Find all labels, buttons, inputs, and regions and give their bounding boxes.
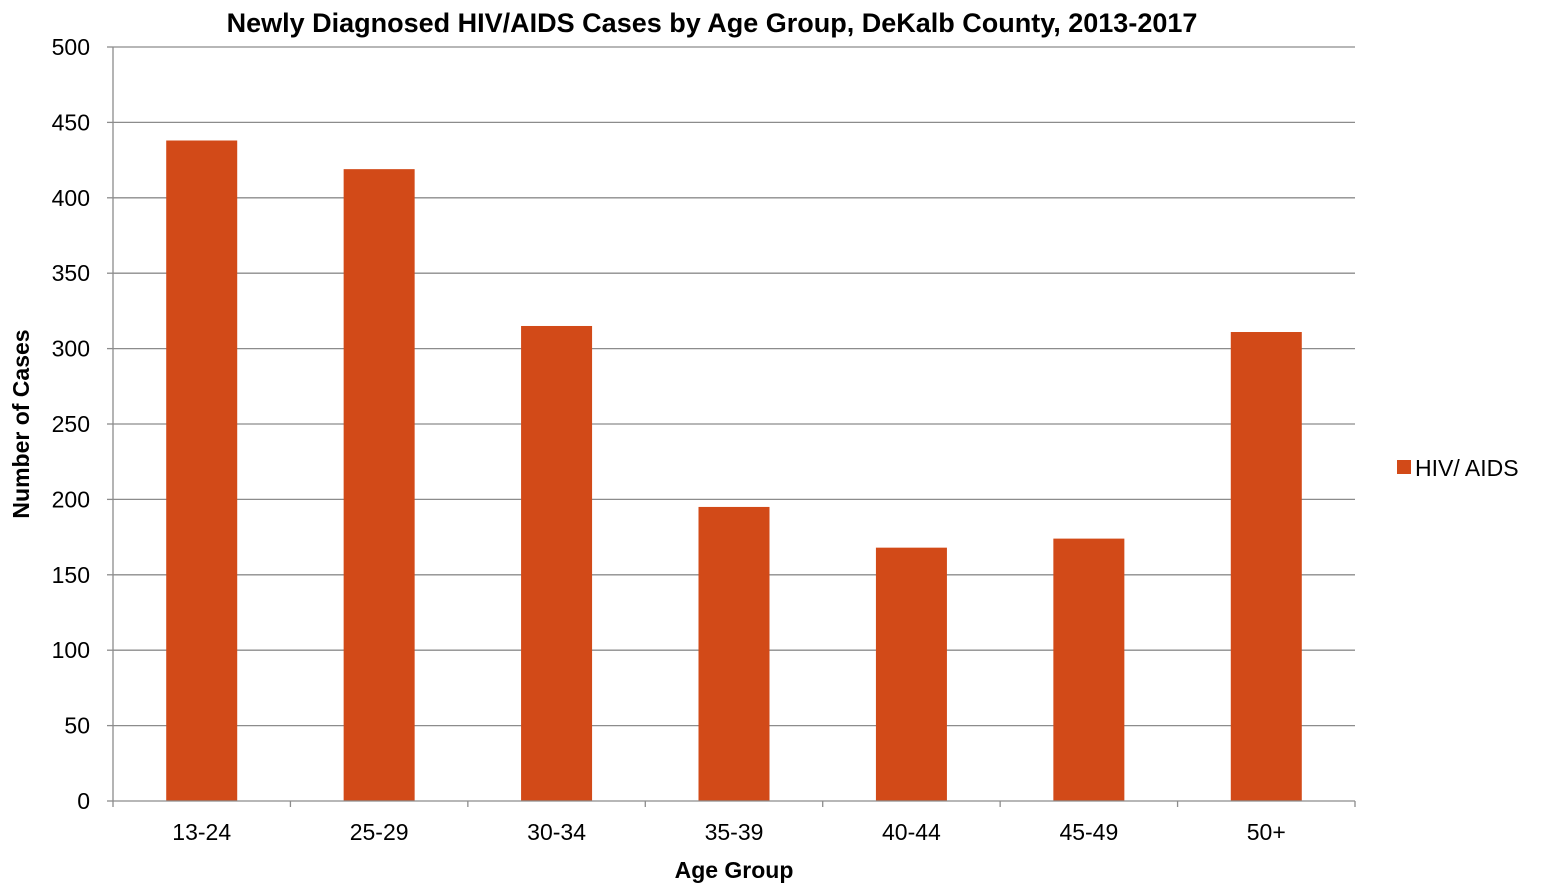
y-tick-label: 100: [52, 637, 90, 663]
y-tick-label: 250: [52, 411, 90, 437]
legend: HIV/ AIDS: [1397, 455, 1519, 481]
bar-50+: [1230, 332, 1302, 801]
y-tick-label: 0: [77, 788, 90, 814]
y-axis-tick-labels: 0 50 100 150 200 250 300 350 400 450 500: [52, 34, 113, 814]
y-tick-label: 200: [52, 486, 90, 512]
y-tick-label: 350: [52, 260, 90, 286]
y-axis-title: Number of Cases: [8, 329, 34, 518]
y-tick-label: 400: [52, 185, 90, 211]
y-tick-label: 150: [52, 562, 90, 588]
y-tick-label: 50: [64, 713, 90, 739]
bar-13-24: [166, 140, 238, 802]
y-tick-label: 450: [52, 109, 90, 135]
x-tick-label: 45-49: [1059, 819, 1118, 845]
bars: [166, 140, 1302, 802]
x-axis-ticks: [112, 801, 1356, 807]
x-axis-title: Age Group: [675, 857, 794, 883]
x-axis-tick-labels: 13-24 25-29 30-34 35-39 40-44 45-49 50+: [172, 819, 1285, 845]
bar-25-29: [343, 169, 415, 801]
x-tick-label: 35-39: [705, 819, 764, 845]
y-tick-label: 500: [52, 34, 90, 60]
chart-title: Newly Diagnosed HIV/AIDS Cases by Age Gr…: [227, 8, 1198, 38]
legend-swatch: [1397, 460, 1411, 474]
x-tick-label: 13-24: [172, 819, 231, 845]
x-tick-label: 25-29: [350, 819, 409, 845]
y-tick-label: 300: [52, 336, 90, 362]
bar-30-34: [521, 325, 593, 801]
gridlines: [113, 46, 1355, 727]
bar-40-44: [875, 547, 947, 801]
x-tick-label: 30-34: [527, 819, 586, 845]
x-tick-label: 50+: [1247, 819, 1286, 845]
x-tick-label: 40-44: [882, 819, 941, 845]
bar-45-49: [1053, 538, 1125, 801]
legend-label: HIV/ AIDS: [1415, 455, 1519, 481]
bar-35-39: [698, 506, 770, 801]
